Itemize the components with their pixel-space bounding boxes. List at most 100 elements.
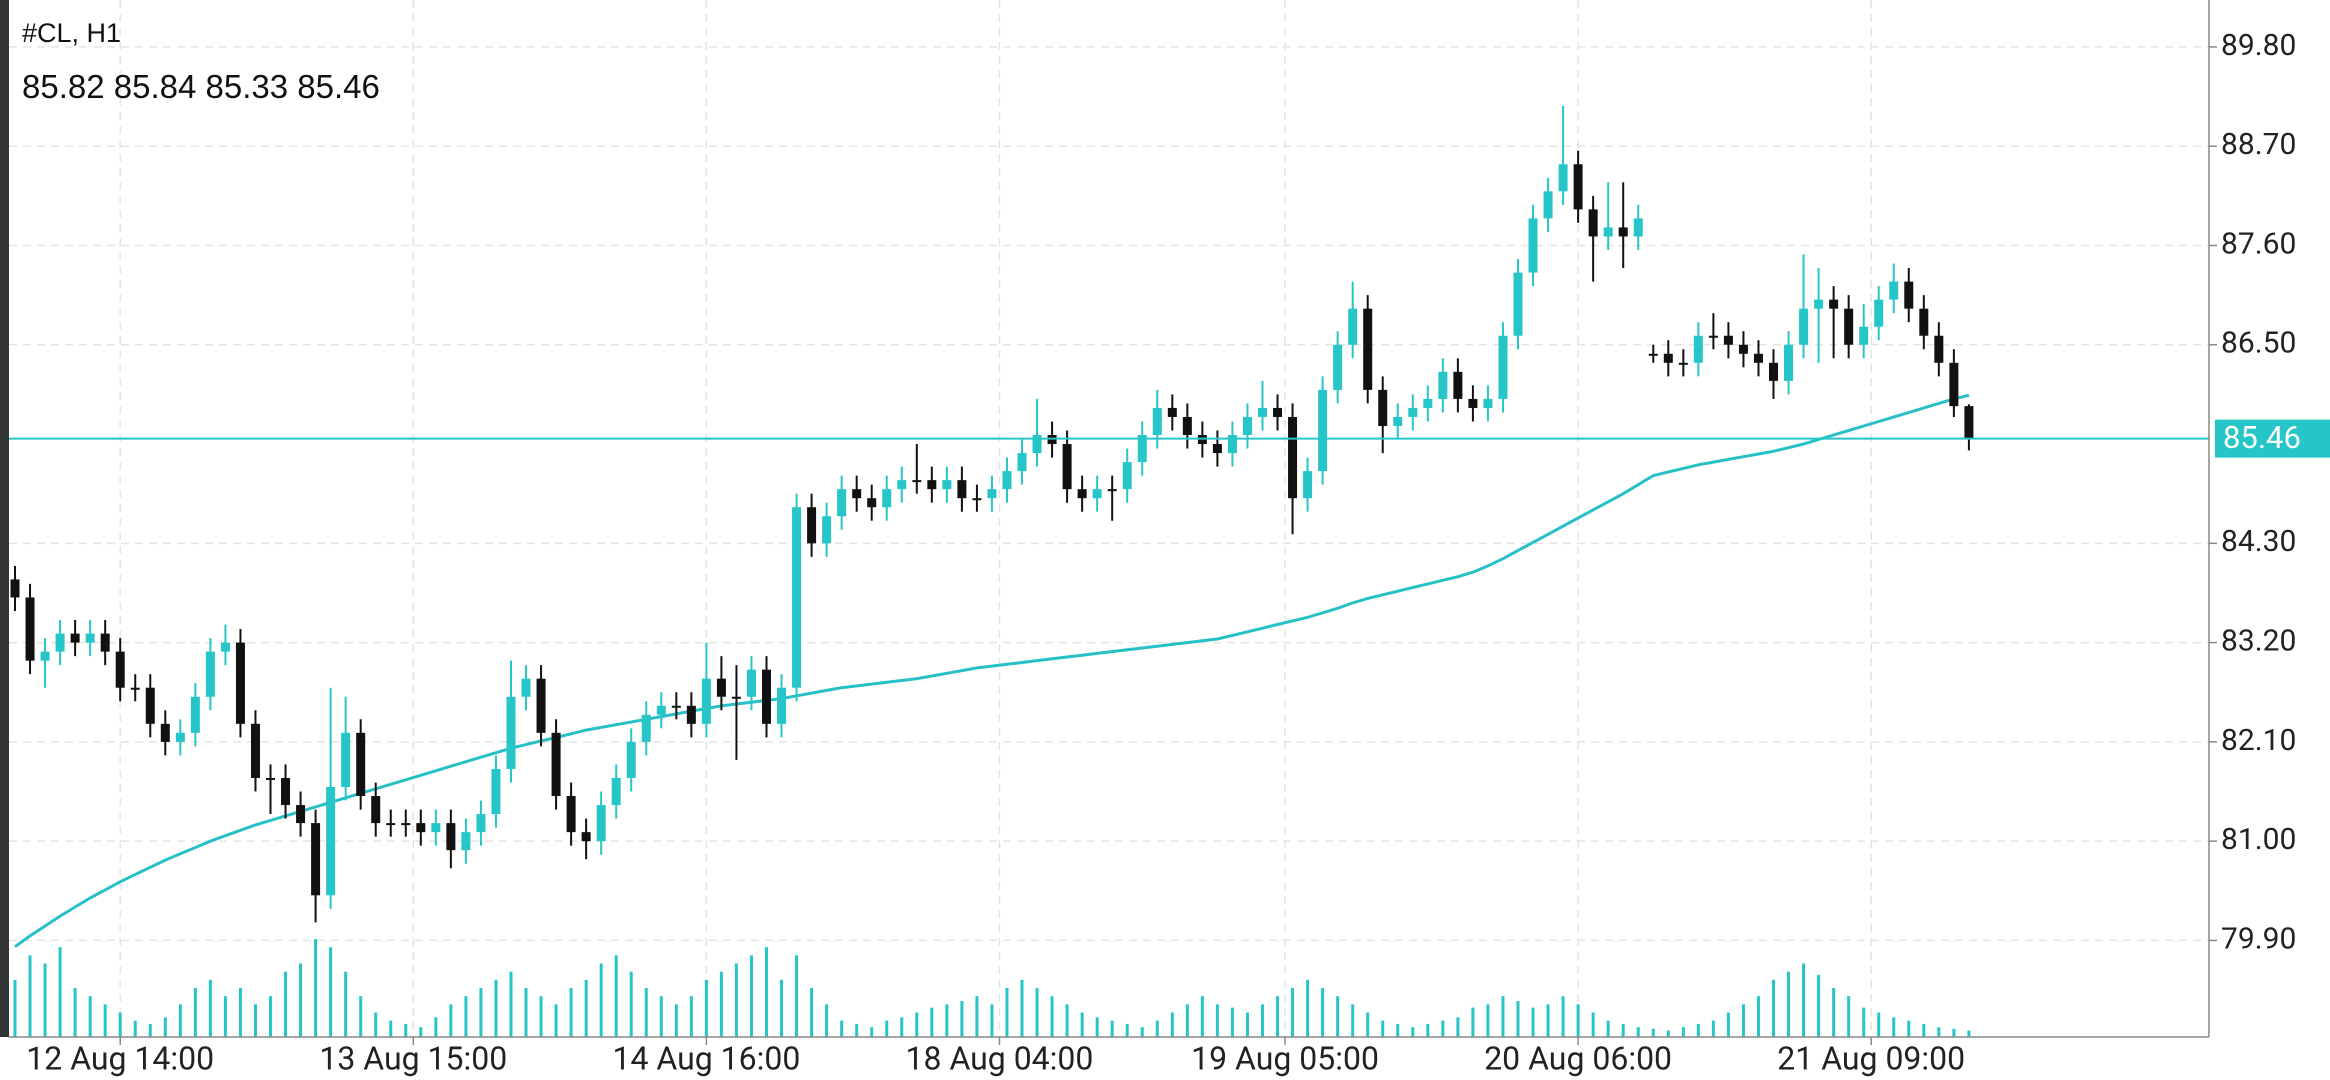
volume-bar: [1636, 1027, 1640, 1037]
volume-bar: [1065, 1004, 1069, 1037]
volume-bar: [464, 996, 468, 1037]
volume-bar: [1817, 974, 1821, 1037]
candle-body: [401, 823, 411, 826]
volume-bar: [584, 979, 588, 1037]
candle-body: [1212, 444, 1222, 454]
volume-bar: [1125, 1023, 1129, 1037]
volume-bar: [329, 947, 333, 1037]
candle-body: [536, 678, 546, 733]
candle-body: [1092, 489, 1102, 499]
candle-body: [1257, 407, 1267, 417]
volume-bar: [780, 979, 784, 1037]
volume-bar: [1080, 1012, 1084, 1037]
candle-body: [1137, 435, 1147, 463]
volume-bar: [1666, 1030, 1670, 1037]
candle-body: [1648, 353, 1658, 356]
candle-body: [1498, 335, 1508, 399]
candle-body: [1453, 371, 1463, 399]
volume-bar: [1907, 1020, 1911, 1037]
volume-bar: [1426, 1023, 1430, 1037]
candle-body: [746, 669, 756, 697]
current-price-label: 85.46: [2223, 419, 2301, 456]
candle-body: [641, 714, 651, 742]
volume-bar: [118, 1012, 122, 1037]
candle-body: [1393, 416, 1403, 426]
candle-body: [266, 777, 276, 780]
candle-body: [1558, 164, 1568, 192]
candle-body: [701, 678, 711, 724]
volume-bar: [269, 996, 273, 1037]
volume-bar: [1546, 1004, 1550, 1037]
volume-bar: [178, 1004, 182, 1037]
candle-body: [1167, 407, 1177, 417]
volume-bar: [148, 1023, 152, 1037]
y-tick-label: 82.10: [2221, 723, 2296, 758]
volume-bar: [1200, 996, 1204, 1037]
candle-body: [1363, 308, 1373, 390]
volume-bar: [1005, 988, 1009, 1037]
volume-bar: [1576, 1004, 1580, 1037]
candle-body: [506, 696, 516, 769]
volume-bar: [1696, 1023, 1700, 1037]
volume-bar: [193, 988, 197, 1037]
candle-body: [1318, 389, 1328, 472]
volume-bar: [1726, 1012, 1730, 1037]
y-tick-label: 88.70: [2221, 127, 2296, 162]
candle-body: [1182, 416, 1192, 436]
candle-body: [1273, 407, 1283, 417]
candle-body: [1618, 227, 1628, 237]
volume-bar: [870, 1027, 874, 1037]
volume-bar: [1260, 1004, 1264, 1037]
volume-bar: [1952, 1028, 1956, 1037]
volume-bar: [1245, 1012, 1249, 1037]
candle-body: [70, 633, 80, 643]
volume-bar: [1877, 1012, 1881, 1037]
candle-body: [566, 796, 576, 833]
volume-bar: [1020, 979, 1024, 1037]
volume-bar: [1711, 1020, 1715, 1037]
volume-bar: [885, 1020, 889, 1037]
candle-body: [1303, 471, 1313, 499]
candle-body: [1874, 299, 1884, 327]
candle-body: [1859, 326, 1869, 345]
candle-body: [596, 805, 606, 842]
candle-body: [115, 651, 125, 688]
volume-bar: [133, 1020, 137, 1037]
candle-body: [1408, 407, 1418, 417]
candle-body: [521, 678, 531, 697]
candle-body: [1348, 308, 1358, 345]
volume-bar: [404, 1023, 408, 1037]
candle-body: [777, 687, 787, 724]
candle-body: [1663, 353, 1673, 363]
volume-bar: [930, 1007, 934, 1037]
volume-bar: [704, 979, 708, 1037]
y-tick-label: 83.20: [2221, 624, 2296, 659]
candle-body: [1753, 353, 1763, 363]
volume-bar: [1787, 971, 1791, 1037]
volume-bar: [1291, 988, 1295, 1037]
current-price-box: [2215, 419, 2330, 458]
candle-body: [1829, 299, 1839, 309]
candle-body: [1227, 435, 1237, 454]
candle-body: [1107, 489, 1117, 492]
candle-body: [1934, 335, 1944, 363]
candle-body: [1242, 416, 1252, 436]
candle-body: [927, 480, 937, 490]
volume-bar: [1516, 1001, 1520, 1037]
volume-bar: [825, 1004, 829, 1037]
candle-body: [762, 669, 771, 724]
volume-bar: [569, 988, 573, 1037]
candle-body: [190, 696, 200, 733]
candle-body: [1077, 489, 1087, 499]
volume-bar: [629, 971, 633, 1037]
volume-bar: [58, 947, 62, 1037]
volume-bar: [1155, 1020, 1159, 1037]
candle-body: [1784, 344, 1794, 381]
volume-bar: [1366, 1012, 1370, 1037]
candle-body: [1483, 398, 1493, 408]
candle-body: [1708, 335, 1718, 338]
volume-bar: [900, 1017, 904, 1037]
candle-body: [972, 498, 982, 501]
candle-body: [311, 823, 321, 896]
